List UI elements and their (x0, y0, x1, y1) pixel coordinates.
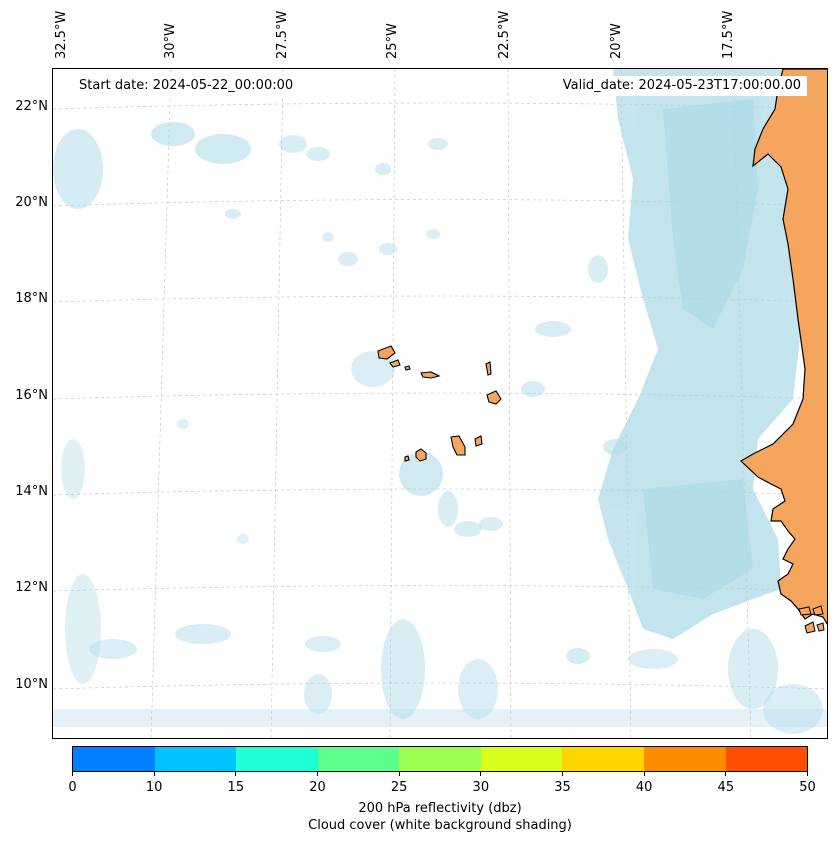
colorbar-segment (317, 747, 400, 771)
colorbar-segment (236, 747, 318, 771)
colorbar-tick (398, 772, 400, 776)
start-date-label: Start date: 2024-05-22_00:00:00 (73, 76, 300, 96)
colorbar-segment (480, 747, 563, 771)
reflectivity-colorbar (72, 746, 808, 772)
lon-label: 32.5°W (54, 10, 69, 59)
colorbar-tick (153, 772, 155, 776)
colorbar-tick (562, 772, 563, 776)
colorbar-tick-label: 20 (309, 780, 326, 795)
lon-label: 30°W (163, 23, 178, 59)
colorbar-tick-label: 10 (145, 780, 163, 795)
graticule (53, 69, 827, 738)
colorbar-segment (562, 747, 644, 771)
colorbar-tick-label: 45 (717, 780, 735, 795)
lat-label: 16°N (15, 388, 48, 403)
lon-label: 17.5°W (721, 10, 736, 59)
colorbar-tick-label: 40 (635, 780, 653, 795)
lat-label: 10°N (15, 677, 48, 692)
colorbar-tick-label: 50 (799, 780, 816, 795)
lon-label: 20°W (609, 23, 624, 59)
lat-label: 20°N (15, 195, 48, 210)
colorbar-segment (73, 747, 155, 771)
colorbar-tick (235, 772, 237, 776)
lon-label: 22.5°W (497, 10, 512, 59)
lat-label: 22°N (15, 99, 48, 114)
bijagos-islands (798, 605, 825, 634)
colorbar-tick-label: 30 (472, 780, 490, 795)
colorbar-tick (643, 772, 645, 776)
africa-landmass (740, 69, 827, 625)
lat-label: 12°N (15, 580, 48, 595)
lon-label: 27.5°W (275, 10, 290, 59)
colorbar-segment (643, 747, 726, 771)
lat-label: 14°N (15, 484, 48, 499)
colorbar-tick-label: 25 (390, 780, 408, 795)
colorbar-tick-label: 15 (227, 780, 245, 795)
colorbar-segment (154, 747, 237, 771)
colorbar-tick (480, 772, 482, 776)
cape-verde-islands (377, 345, 502, 462)
lat-label: 18°N (15, 291, 48, 306)
valid-date-label: Valid_date: 2024-05-23T17:00:00.00 (556, 76, 807, 96)
colorbar-tick-label: 35 (554, 780, 571, 795)
colorbar-subcaption: Cloud cover (white background shading) (308, 818, 572, 833)
colorbar-tick (807, 772, 808, 776)
colorbar-tick (317, 772, 318, 776)
lon-label: 25°W (385, 23, 400, 59)
colorbar-segment (725, 747, 808, 771)
map-canvas (53, 69, 827, 738)
colorbar-tick-label: 0 (68, 780, 77, 795)
cloud-cover-shading (53, 69, 827, 734)
map-panel (52, 68, 828, 739)
colorbar-tick (725, 772, 727, 776)
colorbar-segment (399, 747, 481, 771)
colorbar-caption: 200 hPa reflectivity (dbz) (358, 801, 522, 816)
colorbar-tick (72, 772, 73, 776)
